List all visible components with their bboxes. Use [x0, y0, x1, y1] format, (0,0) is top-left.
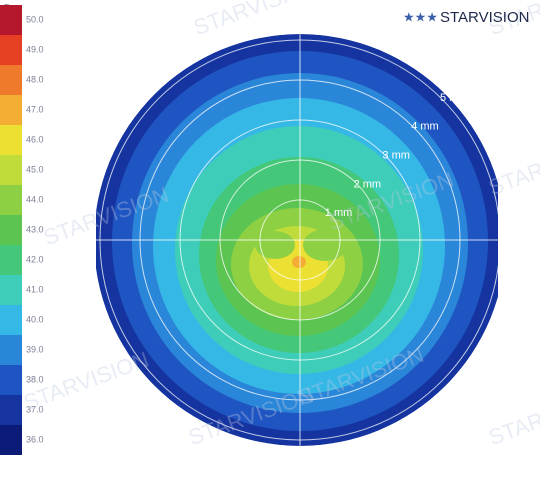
scale-swatch	[0, 395, 22, 425]
contour-band	[255, 231, 295, 259]
scale-label: 38.0	[26, 374, 44, 384]
mm-ring	[259, 199, 341, 281]
scale-label: 45.0	[26, 164, 44, 174]
scale-label: 44.0	[26, 194, 44, 204]
scale-swatch	[0, 125, 22, 155]
scale-swatch	[0, 65, 22, 95]
scale-swatch	[0, 155, 22, 185]
scale-label: 42.0	[26, 254, 44, 264]
scale-swatch	[0, 5, 22, 35]
mm-label: 4 mm	[411, 121, 439, 133]
mm-ring	[99, 39, 498, 441]
scale-label: 49.0	[26, 44, 44, 54]
logo-stars: ★★★	[403, 9, 438, 24]
map-clip: 1 mm 2 mm 3 mm 4 mm 5 mm	[96, 34, 498, 446]
mm-ring	[139, 79, 461, 401]
scale-swatch	[0, 185, 22, 215]
logo-text: STARVISION	[440, 9, 529, 26]
contour-band	[303, 229, 347, 261]
mm-label: 5 mm	[440, 92, 468, 104]
scale-swatch	[0, 275, 22, 305]
mm-ring	[179, 119, 421, 361]
mm-label: 3 mm	[382, 150, 410, 162]
scale-swatch	[0, 95, 22, 125]
scale-label: 47.0	[26, 104, 44, 114]
scale-swatch	[0, 335, 22, 365]
mm-label: 2 mm	[354, 178, 382, 190]
scale-label: 37.0	[26, 404, 44, 414]
scale-swatch	[0, 305, 22, 335]
scale-swatch	[0, 215, 22, 245]
scale-label: 43.0	[26, 224, 44, 234]
scale-label: 46.0	[26, 134, 44, 144]
mm-label: 1 mm	[325, 207, 353, 219]
mm-ring	[219, 159, 381, 321]
scale-swatch	[0, 365, 22, 395]
scale-label: 41.0	[26, 284, 44, 294]
logo: ★★★ STARVISION	[403, 9, 529, 26]
topography-map: 1 mm 2 mm 3 mm 4 mm 5 mm	[96, 34, 498, 446]
scale-label: 50.0	[26, 14, 44, 24]
scale-swatch	[0, 35, 22, 65]
scale-swatch	[0, 425, 22, 455]
scale-label: 39.0	[26, 344, 44, 354]
contour-band	[292, 256, 306, 268]
watermark: STARVISION	[485, 382, 540, 450]
scale-label: 36.0	[26, 434, 44, 444]
scale-label: 48.0	[26, 74, 44, 84]
color-scale: 50.0 49.0 48.0 47.0 46.0 45.0 44.0 43.0 42.0 41.0…	[0, 5, 44, 455]
watermark: STARVISION	[485, 132, 540, 200]
scale-label: 40.0	[26, 314, 44, 324]
scale-swatch	[0, 245, 22, 275]
